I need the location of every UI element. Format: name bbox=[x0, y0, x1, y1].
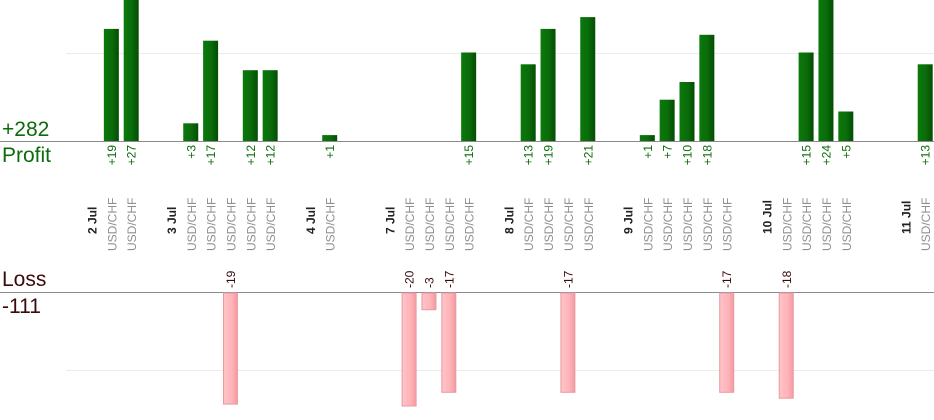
profit-value-label: +18 bbox=[700, 145, 714, 166]
profit-value-label: +17 bbox=[204, 145, 218, 166]
instrument-label: USD/CHF bbox=[324, 198, 338, 251]
date-label: 2 Jul bbox=[86, 207, 100, 234]
loss-value-label: -19 bbox=[224, 270, 238, 288]
instrument-label: USD/CHF bbox=[522, 198, 536, 251]
profit-bar bbox=[322, 135, 338, 141]
profit-value-label: +13 bbox=[522, 145, 536, 166]
profit-value-label: +15 bbox=[462, 145, 476, 166]
date-label: 9 Jul bbox=[621, 207, 635, 234]
profit-bar bbox=[679, 82, 695, 141]
date-label: 4 Jul bbox=[304, 207, 318, 234]
profit-value-label: +1 bbox=[641, 145, 655, 159]
instrument-label: USD/CHF bbox=[542, 198, 556, 251]
loss-label: Loss bbox=[2, 268, 47, 291]
instrument-label: USD/CHF bbox=[701, 198, 715, 251]
instrument-label: USD/CHF bbox=[403, 198, 417, 251]
instrument-label: USD/CHF bbox=[205, 198, 219, 251]
date-label: 7 Jul bbox=[383, 207, 397, 234]
date-label: 8 Jul bbox=[502, 207, 516, 234]
instrument-label: USD/CHF bbox=[443, 198, 457, 251]
profit-value-label: +15 bbox=[800, 145, 814, 166]
profit-bar bbox=[818, 0, 834, 141]
profit-bar bbox=[580, 17, 596, 142]
profit-bar bbox=[917, 64, 933, 141]
profit-bar bbox=[183, 123, 199, 141]
profit-value-label: +12 bbox=[264, 145, 278, 166]
instrument-label: USD/CHF bbox=[264, 198, 278, 251]
profit-value-label: +21 bbox=[581, 145, 595, 166]
loss-value-label: -18 bbox=[780, 270, 794, 288]
instrument-label: USD/CHF bbox=[423, 198, 437, 251]
loss-bar bbox=[401, 292, 417, 407]
date-label: 3 Jul bbox=[165, 207, 179, 234]
loss-value-label: -17 bbox=[561, 270, 575, 288]
profit-bar bbox=[123, 0, 139, 141]
loss-value-label: -20 bbox=[403, 270, 417, 288]
instrument-label: USD/CHF bbox=[721, 198, 735, 251]
profit-value-label: +12 bbox=[244, 145, 258, 166]
loss-bar bbox=[441, 292, 457, 393]
profit-bar bbox=[103, 28, 119, 141]
instrument-label: USD/CHF bbox=[641, 198, 655, 251]
profit-value-label: +19 bbox=[542, 145, 556, 166]
profit-bar bbox=[540, 28, 556, 141]
instrument-label: USD/CHF bbox=[125, 198, 139, 251]
loss-value-label: -3 bbox=[422, 277, 436, 288]
profit-value-label: +5 bbox=[839, 145, 853, 159]
profit-bar bbox=[699, 34, 715, 141]
date-label: 10 Jul bbox=[760, 200, 774, 234]
instrument-label: USD/CHF bbox=[562, 198, 576, 251]
profit-bar bbox=[262, 70, 278, 141]
profit-value-label: +1 bbox=[323, 145, 337, 159]
instrument-label: USD/CHF bbox=[919, 198, 933, 251]
profit-value-label: +24 bbox=[819, 145, 833, 166]
loss-bar bbox=[222, 292, 238, 405]
loss-bar bbox=[719, 292, 735, 393]
profit-value-label: +19 bbox=[105, 145, 119, 166]
profit-value-label: +27 bbox=[125, 145, 139, 166]
profit-value-label: +3 bbox=[184, 145, 198, 159]
profit-value-label: +13 bbox=[919, 145, 933, 166]
instrument-label: USD/CHF bbox=[582, 198, 596, 251]
instrument-label: USD/CHF bbox=[780, 198, 794, 251]
loss-bar bbox=[421, 292, 437, 311]
profit-bar bbox=[520, 64, 536, 141]
instrument-label: USD/CHF bbox=[105, 198, 119, 251]
profit-bar bbox=[242, 70, 258, 141]
profit-bar bbox=[461, 52, 477, 141]
loss-bar bbox=[560, 292, 576, 393]
instrument-label: USD/CHF bbox=[244, 198, 258, 251]
date-label: 11 Jul bbox=[899, 201, 913, 234]
profit-bar bbox=[659, 99, 675, 141]
profit-label: Profit bbox=[2, 144, 52, 167]
profit-value-label: +10 bbox=[681, 145, 695, 166]
profit-bar bbox=[639, 135, 655, 141]
profit-value-label: +7 bbox=[661, 145, 675, 159]
instrument-label: USD/CHF bbox=[820, 198, 834, 251]
profit-bar bbox=[203, 40, 219, 142]
loss-value-label: -17 bbox=[442, 270, 456, 288]
profit-bar bbox=[798, 52, 814, 141]
loss-value-label: -17 bbox=[720, 270, 734, 288]
instrument-label: USD/CHF bbox=[661, 198, 675, 251]
instrument-label: USD/CHF bbox=[463, 198, 477, 251]
instrument-label: USD/CHF bbox=[681, 198, 695, 251]
instrument-label: USD/CHF bbox=[840, 198, 854, 251]
loss-bar bbox=[778, 292, 794, 399]
profit-bar bbox=[838, 111, 854, 141]
profit-total: +282 bbox=[2, 118, 50, 141]
loss-total: -111 bbox=[2, 295, 41, 318]
instrument-label: USD/CHF bbox=[800, 198, 814, 251]
instrument-label: USD/CHF bbox=[224, 198, 238, 251]
instrument-label: USD/CHF bbox=[185, 198, 199, 251]
